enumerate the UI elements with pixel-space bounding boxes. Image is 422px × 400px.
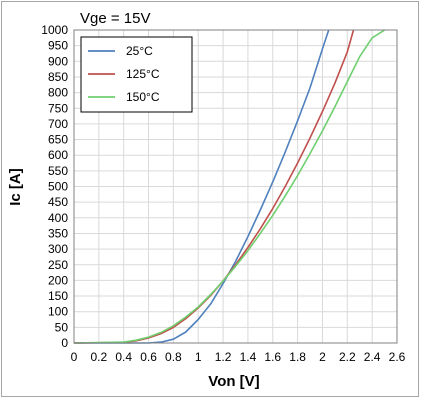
x-tick-label: 1.6 xyxy=(264,350,281,364)
y-tick-label: 350 xyxy=(48,226,68,240)
y-tick-label: 100 xyxy=(48,305,68,319)
x-tick-label: 2 xyxy=(319,350,326,364)
y-tick-label: 650 xyxy=(48,133,68,147)
x-tick-label: 0.6 xyxy=(140,350,157,364)
y-tick-label: 150 xyxy=(48,289,68,303)
y-tick-label: 450 xyxy=(48,195,68,209)
y-tick-label: 1000 xyxy=(41,23,68,37)
x-tick-label: 1 xyxy=(195,350,202,364)
y-tick-label: 250 xyxy=(48,258,68,272)
y-tick-label: 500 xyxy=(48,180,68,194)
y-tick-label: 550 xyxy=(48,164,68,178)
legend-entry: 25°C xyxy=(126,44,153,58)
x-tick-label: 0 xyxy=(71,350,78,364)
y-tick-label: 400 xyxy=(48,211,68,225)
y-tick-label: 0 xyxy=(61,336,68,350)
x-tick-label: 2.6 xyxy=(389,350,406,364)
legend-box xyxy=(80,36,193,113)
y-tick-label: 900 xyxy=(48,54,68,68)
y-tick-label: 600 xyxy=(48,148,68,162)
y-tick-label: 200 xyxy=(48,273,68,287)
chart-title: Vge = 15V xyxy=(80,10,150,27)
y-tick-label: 950 xyxy=(48,39,68,53)
y-tick-label: 50 xyxy=(55,320,69,334)
legend-entry: 125°C xyxy=(126,67,160,81)
y-tick-label: 750 xyxy=(48,101,68,115)
x-tick-label: 0.2 xyxy=(91,350,108,364)
y-tick-label: 700 xyxy=(48,117,68,131)
x-tick-label: 1.4 xyxy=(240,350,257,364)
y-axis-label: Ic [A] xyxy=(7,168,24,206)
series-line-3 xyxy=(73,29,386,344)
x-tick-label: 2.4 xyxy=(364,350,381,364)
y-tick-label: 300 xyxy=(48,242,68,256)
series-line-2 xyxy=(73,29,355,344)
x-tick-label: 1.2 xyxy=(215,350,232,364)
x-tick-label: 2.2 xyxy=(339,350,356,364)
plot-border xyxy=(73,29,398,344)
legend: 25°C 125°C 150°C xyxy=(80,36,193,113)
x-axis-label: Von [V] xyxy=(208,373,259,390)
x-tick-label: 0.8 xyxy=(165,350,182,364)
y-tick-label: 850 xyxy=(48,70,68,84)
x-tick-label: 0.4 xyxy=(115,350,132,364)
legend-entry: 150°C xyxy=(126,90,160,104)
y-tick-label: 800 xyxy=(48,86,68,100)
x-tick-labels: 0 0.2 0.4 0.6 0.8 1 1.2 1.4 1.6 1.8 2 2.2 2.4 2.6 xyxy=(71,350,406,364)
x-tick-label: 1.8 xyxy=(289,350,306,364)
series-lines xyxy=(73,29,386,344)
